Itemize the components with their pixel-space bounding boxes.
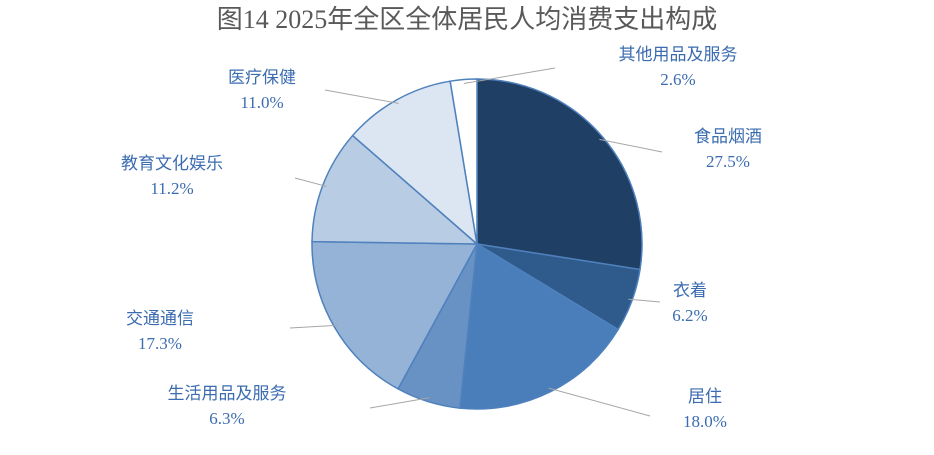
data-label-value: 27.5%	[706, 152, 750, 171]
data-label-name: 交通通信	[126, 309, 194, 328]
leader-line	[289, 324, 339, 329]
leader-line	[599, 138, 663, 153]
pie-slice	[459, 242, 620, 410]
data-label-value: 6.2%	[672, 306, 707, 325]
pie-slice	[449, 78, 478, 245]
data-label-name: 食品烟酒	[694, 127, 762, 146]
pie-slice	[476, 78, 643, 271]
leader-line	[294, 177, 327, 187]
data-label-name: 居住	[688, 387, 722, 406]
data-label-value: 2.6%	[660, 70, 695, 89]
leader-line	[324, 89, 399, 104]
data-label-value: 11.2%	[150, 179, 193, 198]
leader-line	[628, 298, 661, 303]
data-label-name: 医疗保健	[228, 68, 296, 87]
data-label-name: 生活用品及服务	[168, 384, 287, 403]
data-label-value: 18.0%	[683, 412, 727, 431]
leader-line	[463, 67, 556, 85]
data-label-name: 其他用品及服务	[619, 45, 738, 64]
pie-slice	[311, 240, 479, 390]
data-label-name: 衣着	[673, 281, 707, 300]
data-label-value: 11.0%	[240, 93, 283, 112]
pie-slice	[351, 80, 479, 246]
data-label-name: 教育文化娱乐	[121, 154, 223, 173]
leader-line	[369, 397, 430, 409]
data-label-value: 17.3%	[138, 334, 182, 353]
data-label-value: 6.3%	[209, 409, 244, 428]
chart-title: 图14 2025年全区全体居民人均消费支出构成	[217, 5, 718, 34]
leader-line	[548, 387, 651, 417]
